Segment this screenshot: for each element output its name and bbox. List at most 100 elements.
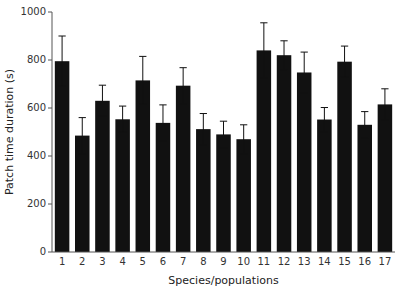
error-bar (139, 56, 146, 104)
x-tick-label: 15 (338, 256, 351, 267)
error-cap (260, 22, 267, 23)
error-cap (301, 92, 308, 93)
error-cap (240, 124, 247, 125)
error-cap (180, 67, 187, 68)
x-tick-label: 3 (99, 256, 105, 267)
bar (196, 129, 211, 252)
error-bar (280, 41, 287, 70)
error-cap (58, 36, 65, 37)
error-line (183, 68, 184, 104)
error-line (122, 106, 123, 132)
x-tick-label: 5 (140, 256, 146, 267)
bar (277, 55, 292, 252)
error-bar (220, 121, 227, 147)
error-line (243, 125, 244, 154)
bar (115, 119, 130, 252)
error-cap (58, 86, 65, 87)
bar (236, 139, 251, 252)
error-line (223, 121, 224, 147)
y-tick (48, 156, 52, 157)
error-bar (381, 89, 388, 120)
y-tick (48, 12, 52, 13)
error-cap (200, 144, 207, 145)
error-bar (321, 108, 328, 132)
bar (156, 123, 171, 252)
error-cap (79, 117, 86, 118)
x-tick-label: 7 (180, 256, 186, 267)
error-line (384, 89, 385, 120)
y-axis (52, 12, 53, 252)
error-bar (301, 52, 308, 93)
bar (216, 134, 231, 252)
y-tick-label: 200 (27, 198, 46, 209)
x-tick-label: 17 (379, 256, 392, 267)
error-line (263, 23, 264, 78)
y-tick-label: 400 (27, 150, 46, 161)
error-cap (99, 116, 106, 117)
error-cap (139, 104, 146, 105)
error-line (102, 85, 103, 116)
error-bar (361, 112, 368, 138)
bar (378, 104, 393, 252)
error-cap (240, 153, 247, 154)
x-tick-label: 12 (278, 256, 291, 267)
error-bar (260, 23, 267, 78)
error-cap (139, 56, 146, 57)
error-cap (200, 113, 207, 114)
error-cap (381, 88, 388, 89)
error-cap (381, 120, 388, 121)
bar (136, 80, 151, 252)
y-tick (48, 252, 52, 253)
error-bar (99, 85, 106, 116)
error-cap (361, 111, 368, 112)
error-cap (220, 147, 227, 148)
x-tick-label: 9 (220, 256, 226, 267)
x-axis (52, 252, 395, 253)
error-cap (321, 131, 328, 132)
error-bar (240, 125, 247, 154)
error-line (364, 112, 365, 138)
error-cap (99, 85, 106, 86)
error-line (82, 118, 83, 154)
y-tick-label: 600 (27, 102, 46, 113)
error-cap (119, 132, 126, 133)
bar (257, 50, 272, 252)
error-line (62, 36, 63, 86)
bars (55, 23, 392, 252)
x-tick-label: 2 (79, 256, 85, 267)
y-tick-label: 800 (27, 54, 46, 65)
error-cap (180, 103, 187, 104)
x-axis-label: Species/populations (168, 274, 279, 287)
error-line (284, 41, 285, 70)
x-tick-label: 11 (257, 256, 270, 267)
x-tick-label: 10 (237, 256, 250, 267)
error-bar (159, 105, 166, 141)
error-bar (341, 46, 348, 77)
error-bar (79, 118, 86, 154)
x-tick-label: 14 (318, 256, 331, 267)
error-cap (301, 52, 308, 53)
y-tick (48, 204, 52, 205)
error-line (142, 56, 143, 104)
error-line (162, 105, 163, 141)
error-cap (260, 78, 267, 79)
error-bar (58, 36, 65, 86)
x-tick-label: 16 (358, 256, 371, 267)
bar (176, 86, 191, 252)
bar (337, 62, 352, 252)
error-line (304, 52, 305, 93)
error-cap (159, 140, 166, 141)
error-line (203, 114, 204, 145)
x-tick-label: 13 (298, 256, 311, 267)
error-cap (79, 153, 86, 154)
error-bar (119, 106, 126, 132)
error-cap (361, 138, 368, 139)
bar (55, 61, 70, 252)
error-bar (180, 68, 187, 104)
bar (297, 72, 312, 252)
y-tick (48, 108, 52, 109)
error-cap (159, 104, 166, 105)
error-cap (280, 40, 287, 41)
chart: 0200400600800100012345678910111213141516… (0, 0, 405, 292)
y-axis-label: Patch time duration (s) (3, 69, 16, 195)
